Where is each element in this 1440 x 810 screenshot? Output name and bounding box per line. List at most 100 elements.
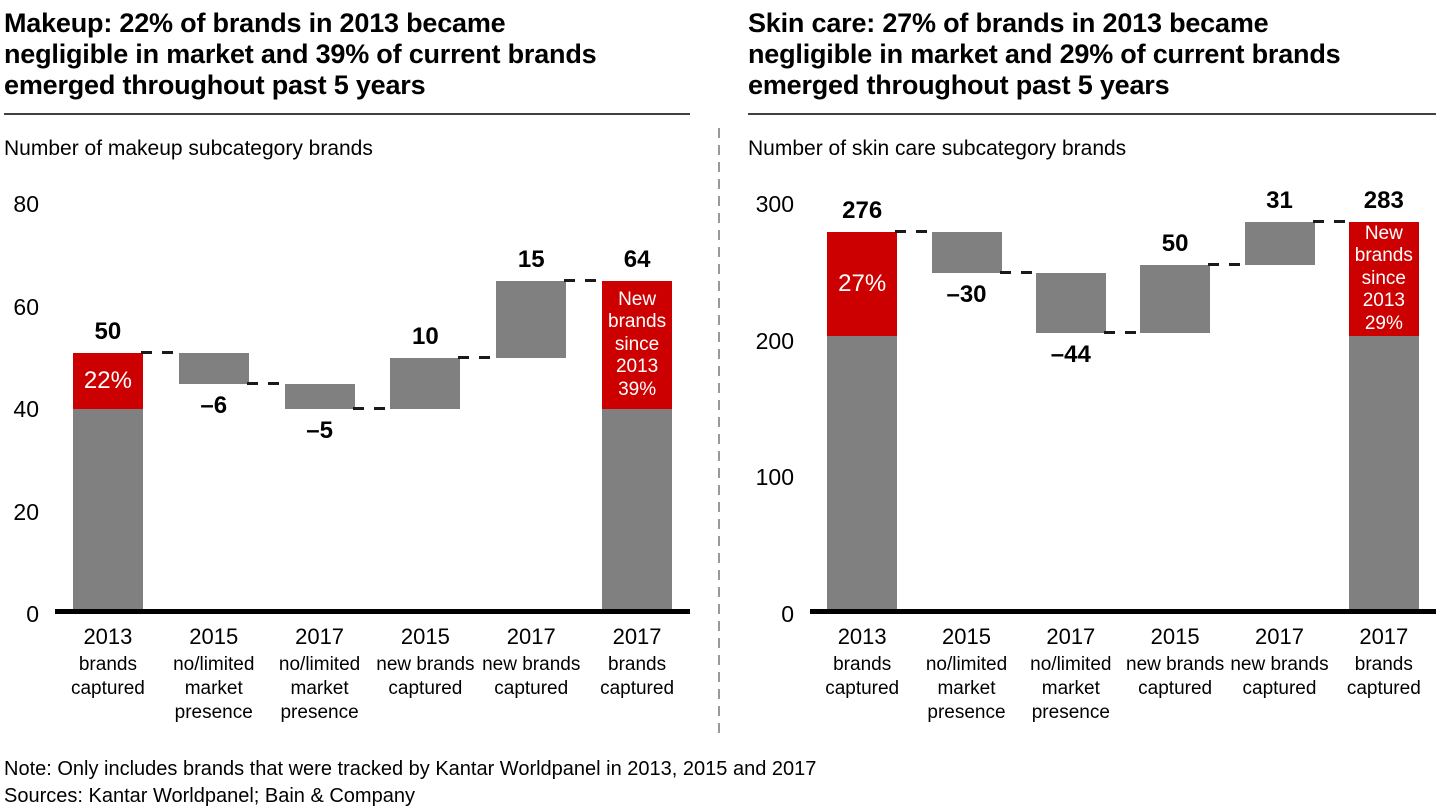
bar-segment-gray (72, 409, 143, 609)
red-segment-label: New brands since 2013 39% (608, 289, 667, 400)
title-line: negligible in market and 39% of current … (4, 39, 597, 69)
x-category-year: 2017 (1359, 624, 1409, 649)
connector-dash (1312, 220, 1351, 224)
bar-segment-gray (1348, 335, 1419, 609)
plot-area: 22% 50 –6 –5 10 15 New brands since 2013 39% 64 (55, 199, 690, 614)
bar-value-label: 15 (517, 246, 545, 273)
x-category-year: 2017 (1255, 624, 1304, 649)
bar-value-label: 50 (94, 317, 122, 345)
skincare-panel: Skin care: 27% of brands in 2013 became … (748, 8, 1436, 725)
connector-dash (564, 279, 605, 282)
x-category-label: 2017 new brands captured (478, 624, 584, 725)
panel-divider (718, 128, 720, 738)
x-category-desc: brands captured (1346, 654, 1421, 699)
bar-value-label: 276 (842, 196, 883, 224)
x-category-desc: no/limited market presence (278, 654, 361, 723)
plot-area: 27% 276 –30 –44 50 31 New brands since 2013 29… (810, 187, 1436, 614)
makeup-panel-title: Makeup: 22% of brands in 2013 became neg… (4, 8, 690, 104)
bar-value-label: –30 (946, 280, 987, 308)
x-category-year: 2013 (837, 624, 887, 649)
x-axis-labels: 2013 brands captured 2015 no/limited market… (55, 624, 690, 725)
title-line: emerged throughout past 5 years (748, 70, 1170, 100)
y-tick-label: 300 (755, 191, 794, 217)
y-axis: 0 20 40 60 80 (4, 191, 55, 627)
x-category-year: 2015 (189, 624, 239, 649)
makeup-panel: Makeup: 22% of brands in 2013 became neg… (4, 8, 690, 725)
bar-segment-red: 22% (72, 352, 143, 410)
skincare-axis-caption: Number of skin care subcategory brands (748, 137, 1127, 160)
bar-segment-red: New brands since 2013 39% (602, 281, 673, 410)
bar-segment-gray (1035, 272, 1106, 333)
x-category-desc: new brands captured (482, 654, 581, 699)
chart-panels: Makeup: 22% of brands in 2013 became neg… (4, 8, 1436, 725)
x-category-desc: new brands captured (1230, 654, 1329, 699)
makeup-axis-caption: Number of makeup subcategory brands (4, 137, 373, 160)
bar-value-label: 31 (1266, 187, 1293, 215)
title-line: negligible in market and 29% of current … (748, 39, 1341, 69)
bar-segment-gray (602, 409, 673, 609)
x-category-desc: brands captured (600, 654, 675, 699)
x-axis-labels: 2013 brands captured 2015 no/limited market… (810, 624, 1436, 725)
y-tick-label: 20 (13, 498, 39, 525)
title-line: emerged throughout past 5 years (4, 70, 426, 100)
y-tick-label: 0 (26, 601, 39, 627)
x-category-label: 2017 brands captured (584, 624, 690, 725)
y-axis: 0 100 200 300 (748, 191, 810, 627)
y-tick-label: 200 (755, 327, 794, 354)
x-category-year: 2015 (1150, 624, 1200, 649)
title-line: Makeup: 22% of brands in 2013 became (4, 8, 506, 38)
x-category-label: 2015 no/limited market presence (161, 624, 267, 725)
bar-value-label: 283 (1363, 187, 1404, 215)
x-category-desc: no/limited market presence (925, 654, 1008, 723)
bar-segment-red: 27% (827, 231, 898, 336)
x-category-desc: new brands captured (1126, 654, 1225, 699)
x-category-year: 2013 (83, 624, 133, 649)
x-category-year: 2017 (1046, 624, 1096, 649)
connector-dash (140, 350, 181, 354)
bar-segment-gray (1140, 264, 1211, 333)
x-category-label: 2015 no/limited market presence (914, 624, 1018, 725)
y-tick-label: 60 (13, 293, 39, 320)
red-segment-label: 22% (83, 366, 132, 394)
y-tick-label: 40 (13, 396, 39, 422)
x-category-label: 2015 new brands captured (1123, 624, 1227, 725)
skincare-panel-title: Skin care: 27% of brands in 2013 became … (748, 8, 1436, 104)
bar-segment-gray (496, 281, 567, 358)
x-category-year: 2017 (295, 624, 345, 649)
x-category-label: 2017 brands captured (1332, 624, 1436, 725)
x-category-label: 2015 new brands captured (372, 624, 478, 725)
note-text: Note: Only includes brands that were tra… (4, 758, 817, 780)
bar-segment-gray (284, 383, 355, 410)
x-category-year: 2015 (942, 624, 991, 649)
connector-dash (1103, 330, 1143, 334)
connector-dash (999, 270, 1038, 274)
x-category-label: 2017 new brands captured (1227, 624, 1331, 725)
x-category-desc: no/limited market presence (1030, 654, 1112, 723)
footer: Note: Only includes brands that were tra… (4, 756, 816, 810)
makeup-waterfall-chart: 0 20 40 60 80 22% 50 –6 –5 10 15 New brands since … (4, 191, 690, 725)
x-category-label: 2017 no/limited market presence (1019, 624, 1123, 725)
x-category-year: 2017 (612, 624, 662, 649)
connector-dash (458, 355, 499, 359)
x-category-label: 2013 brands captured (810, 624, 914, 725)
bar-value-label: –5 (306, 417, 333, 445)
x-category-desc: no/limited market presence (173, 654, 255, 723)
connector-dash (895, 229, 934, 233)
x-category-year: 2015 (400, 624, 450, 649)
y-tick-label: 0 (781, 601, 794, 627)
bar-value-label: –44 (1050, 340, 1091, 368)
bar-segment-red: New brands since 2013 29% (1348, 222, 1419, 336)
y-tick-label: 100 (755, 464, 794, 491)
sources-text: Sources: Kantar Worldpanel; Bain & Compa… (4, 785, 415, 807)
title-line: Skin care: 27% of brands in 2013 became (748, 8, 1269, 38)
bar-value-label: –6 (200, 391, 228, 419)
x-category-label: 2013 brands captured (55, 624, 161, 725)
plot-wrap: 22% 50 –6 –5 10 15 New brands since 2013 39% 64… (55, 199, 690, 725)
x-category-desc: new brands captured (376, 654, 475, 699)
x-category-year: 2017 (506, 624, 556, 649)
connector-dash (352, 407, 393, 411)
connector-dash (246, 381, 287, 385)
x-category-desc: brands captured (825, 654, 900, 699)
y-tick-label: 80 (13, 191, 39, 217)
